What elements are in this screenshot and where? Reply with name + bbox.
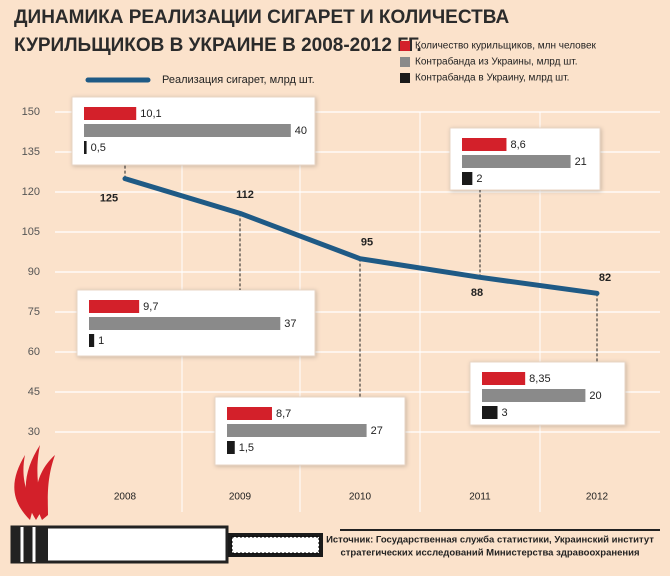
legend-swatch: [400, 73, 410, 83]
bar-value-label: 8,7: [276, 408, 291, 420]
data-label: 95: [361, 237, 373, 249]
bar: [462, 138, 507, 151]
bar: [227, 407, 272, 420]
bar: [84, 124, 291, 137]
y-tick-label: 75: [28, 306, 40, 318]
bar-value-label: 27: [371, 425, 383, 437]
source: Источник: Государственная служба статист…: [326, 535, 654, 546]
y-tick-label: 120: [22, 186, 40, 198]
bar: [482, 372, 526, 385]
bar: [482, 389, 586, 402]
chart-title: ДИНАМИКА РЕАЛИЗАЦИИ СИГАРЕТ И КОЛИЧЕСТВА: [14, 7, 509, 28]
x-tick-label: 2008: [114, 492, 137, 503]
bar-value-label: 10,1: [140, 108, 161, 120]
bar: [227, 441, 235, 454]
bar: [462, 155, 571, 168]
legend-label: Реализация сигарет, млрд шт.: [162, 74, 315, 86]
y-tick-label: 150: [22, 106, 40, 118]
legend-label: Контрабанда в Украину, млрд шт.: [415, 72, 569, 84]
bar-value-label: 9,7: [143, 301, 158, 313]
bar: [482, 406, 498, 419]
data-label: 88: [471, 287, 483, 299]
bar-value-label: 37: [284, 318, 296, 330]
bar: [84, 141, 87, 154]
y-tick-label: 60: [28, 346, 40, 358]
bar-value-label: 8,35: [529, 373, 550, 385]
y-tick-label: 45: [28, 386, 40, 398]
chart-title: КУРИЛЬЩИКОВ В УКРАИНЕ В 2008-2012 ГГ.: [14, 35, 422, 56]
legend-label: Количество курильщиков, млн человек: [415, 41, 596, 52]
bar: [89, 334, 95, 347]
bar-value-label: 21: [575, 156, 587, 168]
bar: [227, 424, 367, 437]
flame-icon: [14, 445, 55, 520]
x-tick-label: 2010: [349, 492, 372, 503]
cigarette-icon: [10, 525, 323, 564]
x-tick-label: 2012: [586, 492, 609, 503]
bar-value-label: 1,5: [239, 442, 254, 454]
data-label: 125: [100, 193, 118, 205]
bar: [89, 317, 281, 330]
bar: [462, 172, 473, 185]
legend-swatch: [400, 41, 410, 51]
bar-value-label: 2: [476, 173, 482, 185]
annotation-boxes: 10,1 40 0,5 9,7 37 1 8,7 27 1,5 8,6 21 2 8,35 20 3: [71, 96, 626, 466]
y-tick-label: 30: [28, 426, 40, 438]
bar-value-label: 40: [295, 125, 307, 137]
x-tick-label: 2011: [469, 492, 491, 503]
bar-value-label: 3: [502, 407, 508, 419]
data-label: 112: [236, 189, 254, 201]
legend-swatch: [400, 57, 410, 67]
bar-value-label: 0,5: [91, 142, 106, 154]
source: стратегических исследований Министерства…: [340, 548, 639, 559]
y-tick-label: 135: [22, 146, 40, 158]
y-tick-label: 90: [28, 266, 40, 278]
y-tick-label: 105: [22, 226, 40, 238]
data-label: 82: [599, 272, 611, 284]
x-tick-label: 2009: [229, 492, 252, 503]
bar-value-label: 8,6: [510, 139, 525, 151]
bar: [84, 107, 137, 120]
legend-label: Контрабанда из Украины, млрд шт.: [415, 56, 578, 68]
line: [122, 176, 600, 296]
bar: [89, 300, 140, 313]
bar-value-label: 1: [98, 335, 104, 347]
bar-value-label: 20: [589, 390, 601, 402]
